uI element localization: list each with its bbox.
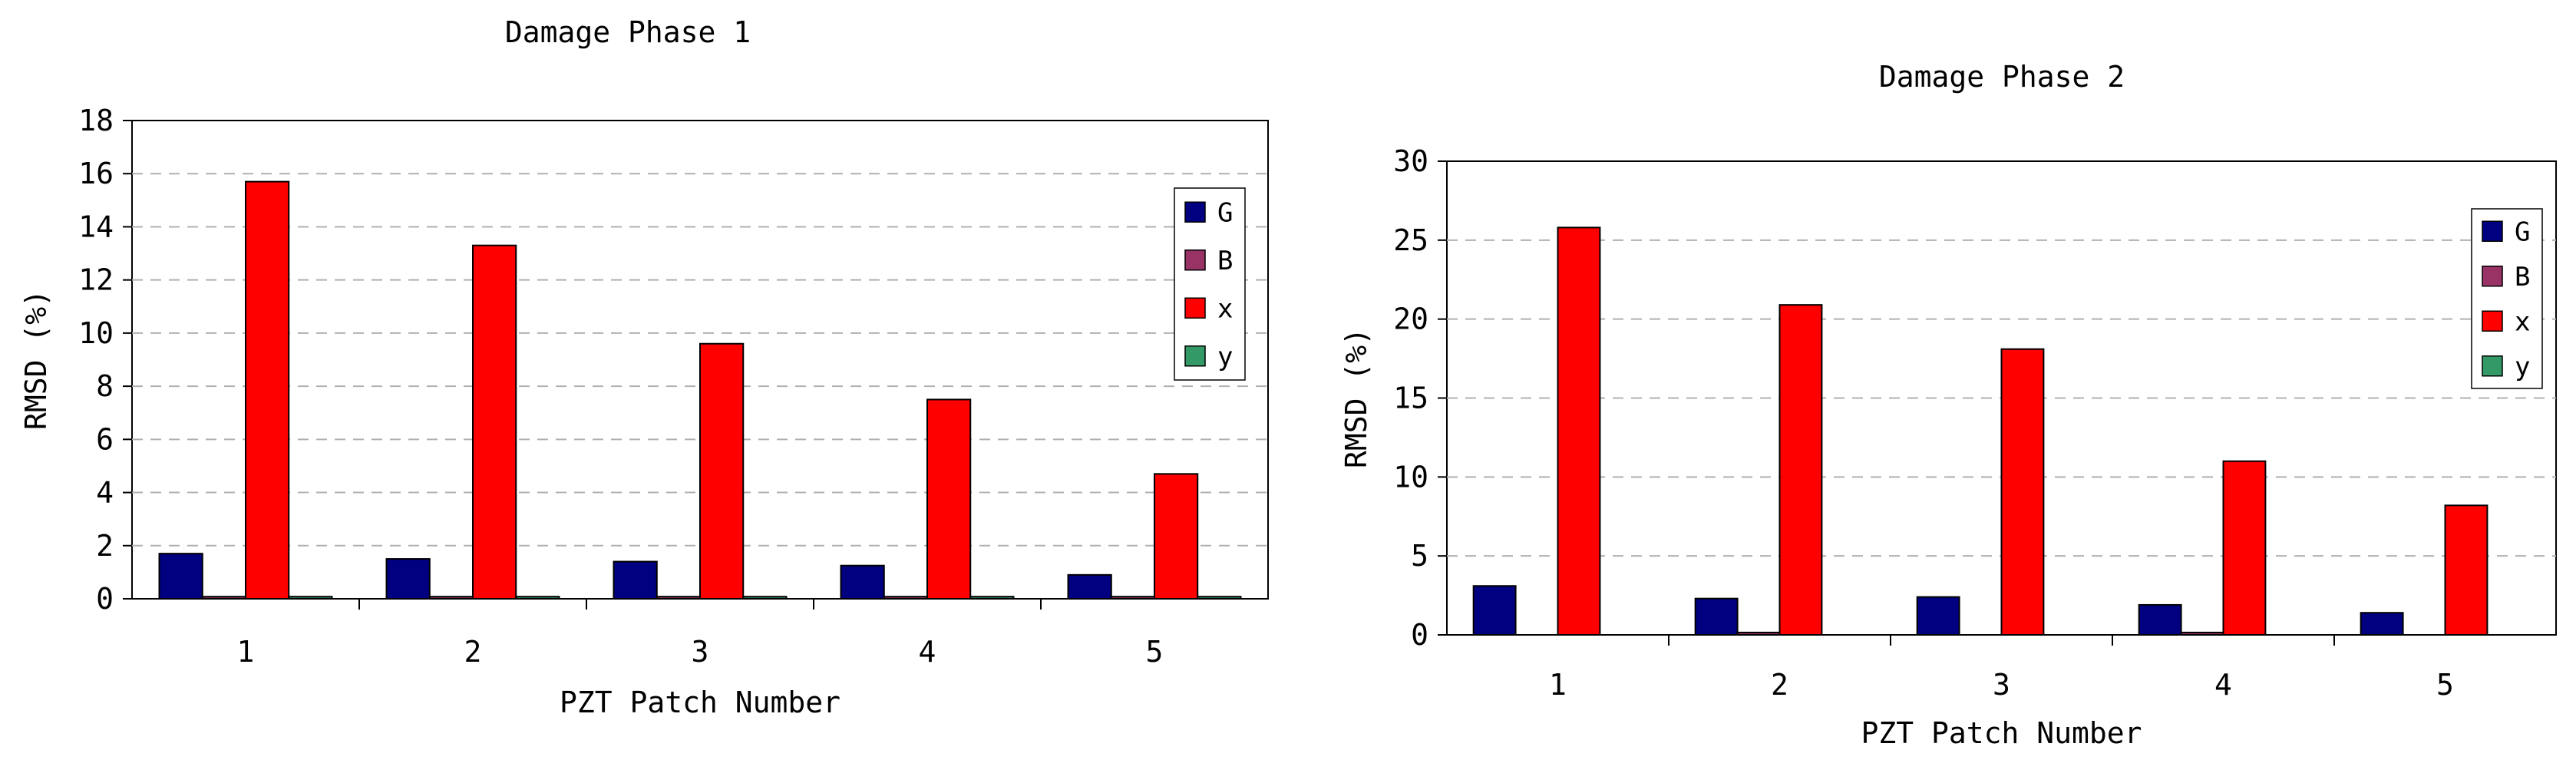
legend-label-b: B <box>1217 246 1233 276</box>
y-axis-label: RMSD (%) <box>19 289 53 430</box>
legend-label-g: G <box>2515 216 2530 247</box>
bar-y <box>288 596 333 600</box>
legend-label-y: y <box>2515 352 2530 382</box>
bar-x <box>2000 348 2045 636</box>
x-tick-label: 4 <box>919 635 936 669</box>
x-tick-label: 5 <box>1146 635 1164 669</box>
y-tick-label: 14 <box>78 210 114 243</box>
legend-label-y: y <box>1217 342 1233 372</box>
legend-swatch-x <box>2482 310 2503 332</box>
x-axis-label: PZT Patch Number <box>1861 716 2142 750</box>
legend-label-x: x <box>1217 293 1233 324</box>
legend-label-b: B <box>2515 262 2530 292</box>
chart-damage-phase-2: 0 5 10 15 20 25 30 1 2 3 4 5 Damage Phase 2 PZT Patch… <box>1339 60 2557 750</box>
x-tick-label: 2 <box>1771 668 1788 702</box>
bar-x <box>1557 226 1601 636</box>
y-tick-label: 12 <box>78 263 114 297</box>
bar-b <box>428 596 474 600</box>
y-tick-label: 30 <box>1393 144 1428 178</box>
bar-g <box>613 560 658 600</box>
x-tick-label: 5 <box>2436 668 2454 702</box>
y-tick-label: 10 <box>1393 460 1428 494</box>
legend-swatch-x <box>1184 297 1206 319</box>
bar-x <box>1778 304 1823 636</box>
bar-b <box>883 596 929 600</box>
bar-g <box>1916 596 1960 636</box>
y-tick-label: 0 <box>96 582 114 616</box>
bar-g <box>840 564 885 600</box>
bar-x <box>1154 473 1199 600</box>
x-tick-label: 3 <box>692 635 709 669</box>
bar-x <box>2444 504 2488 636</box>
y-tick-label: 4 <box>96 476 114 510</box>
bar-g <box>1694 597 1739 636</box>
x-tick-label: 2 <box>464 635 482 669</box>
legend-swatch-g <box>1184 201 1206 223</box>
bar-y <box>515 596 560 600</box>
bar-g <box>158 553 203 600</box>
y-tick-label: 2 <box>96 529 114 563</box>
bar-y <box>742 596 788 600</box>
bar-x <box>472 244 517 600</box>
legend-label-x: x <box>2515 306 2530 337</box>
chart-title: Damage Phase 1 <box>505 15 751 49</box>
bar-b <box>1736 631 1781 636</box>
legend-swatch-b <box>2482 266 2503 287</box>
y-tick-label: 15 <box>1393 382 1428 415</box>
y-tick-label: 8 <box>96 369 114 403</box>
y-tick-label: 18 <box>78 104 114 137</box>
bar-g <box>2360 612 2404 636</box>
y-axis-label: RMSD (%) <box>1339 328 1373 468</box>
x-axis-label: PZT Patch Number <box>560 686 841 719</box>
bar-g <box>2138 603 2182 636</box>
bar-g <box>385 558 431 600</box>
bar-x <box>926 398 972 600</box>
y-tick-label: 10 <box>78 316 114 350</box>
y-tick-label: 6 <box>96 422 114 456</box>
bar-x <box>2222 460 2267 636</box>
bar-b <box>656 596 702 600</box>
bar-g <box>1472 585 1517 636</box>
x-tick-label: 1 <box>1549 668 1567 702</box>
bar-x <box>699 342 745 600</box>
bar-y <box>969 596 1015 600</box>
legend-swatch-g <box>2482 220 2503 242</box>
legend-swatch-b <box>1184 249 1206 271</box>
bar-b <box>201 596 247 600</box>
bar-y <box>1197 596 1242 600</box>
x-tick-label: 4 <box>2214 668 2232 702</box>
x-tick-label: 1 <box>237 635 255 669</box>
y-tick-label: 16 <box>78 157 114 190</box>
legend-swatch-y <box>2482 355 2503 377</box>
x-tick-label: 3 <box>1993 668 2010 702</box>
y-tick-label: 20 <box>1393 302 1428 336</box>
y-tick-label: 25 <box>1393 223 1428 257</box>
bar-g <box>1067 573 1112 600</box>
bar-x <box>245 180 290 600</box>
bar-b <box>1110 596 1156 600</box>
y-tick-label: 5 <box>1411 539 1428 573</box>
bar-b <box>2180 631 2224 636</box>
legend-label-g: G <box>1217 197 1233 228</box>
legend-swatch-y <box>1184 345 1206 367</box>
y-tick-label: 0 <box>1411 618 1428 652</box>
chart-title: Damage Phase 2 <box>1879 60 2125 94</box>
